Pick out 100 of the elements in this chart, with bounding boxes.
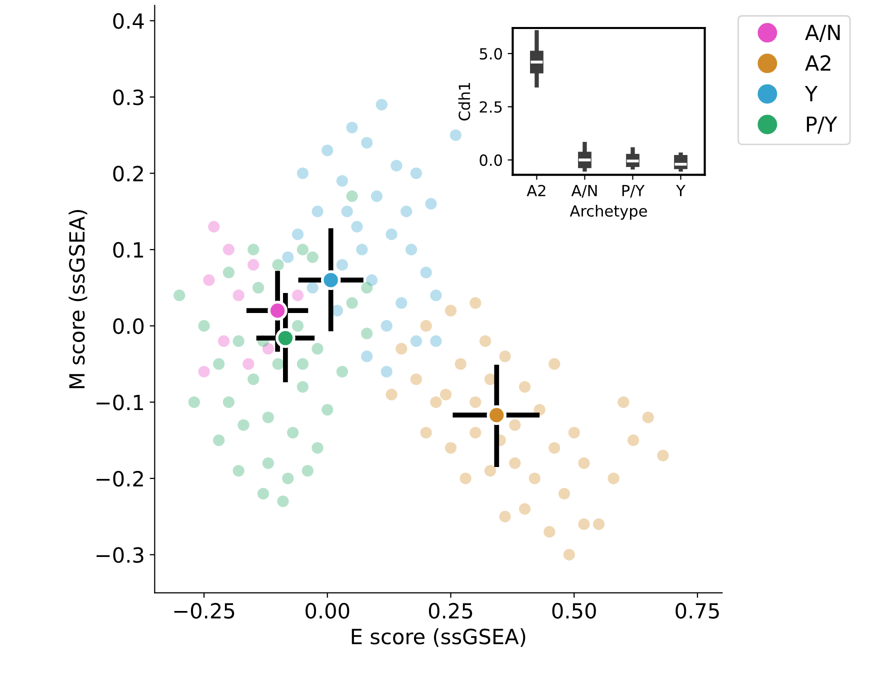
point — [292, 228, 304, 240]
point — [400, 206, 412, 218]
point — [292, 290, 304, 302]
point — [390, 160, 402, 172]
point — [479, 335, 492, 347]
point — [470, 396, 482, 408]
point — [361, 282, 373, 294]
point — [454, 358, 466, 370]
y-axis-title: M score (ssGSEA) — [68, 210, 88, 388]
x-tick-label: 0.25 — [428, 602, 472, 619]
point — [296, 358, 309, 370]
point — [420, 320, 432, 332]
point — [470, 297, 482, 309]
point — [657, 450, 669, 462]
point — [222, 244, 235, 256]
point — [277, 495, 289, 508]
point — [405, 244, 418, 256]
point — [346, 190, 358, 202]
point — [420, 266, 432, 278]
y-tick-label: 0.2 — [113, 166, 143, 182]
point — [548, 358, 560, 370]
point — [444, 304, 457, 316]
point — [568, 426, 580, 438]
point — [618, 396, 630, 408]
point — [470, 426, 482, 438]
point — [499, 510, 511, 522]
point — [450, 129, 462, 141]
point — [484, 464, 496, 477]
point — [222, 266, 235, 278]
point — [252, 282, 264, 294]
x-tick-label: A/N — [571, 185, 597, 198]
point — [282, 251, 294, 264]
point — [302, 464, 314, 477]
point — [628, 434, 640, 446]
y-tick-label: −0.3 — [96, 547, 144, 563]
x-tick-label: −0.25 — [174, 602, 234, 619]
point — [361, 136, 373, 149]
x-tick-label: 0.00 — [306, 602, 350, 619]
point — [410, 335, 422, 347]
point — [430, 335, 442, 347]
y-tick-label: 0.4 — [113, 13, 144, 29]
point — [509, 457, 521, 469]
x-tick-label: Y — [676, 185, 686, 196]
point — [198, 320, 210, 332]
point — [460, 472, 472, 484]
point — [410, 167, 422, 180]
point — [361, 350, 373, 362]
point — [346, 297, 358, 309]
point — [410, 373, 422, 386]
point — [341, 206, 353, 218]
point — [386, 228, 398, 240]
legend-label: A2 — [805, 55, 830, 71]
y-tick-label: 0.0 — [480, 154, 502, 166]
point — [563, 548, 575, 561]
x-axis-title: Archetype — [570, 204, 647, 220]
point — [287, 426, 299, 438]
point — [312, 206, 324, 218]
point — [282, 472, 294, 484]
point — [518, 503, 531, 515]
point — [232, 290, 244, 302]
point — [558, 488, 570, 500]
point — [380, 366, 392, 378]
point — [444, 442, 457, 454]
x-tick-label: 0.50 — [552, 602, 596, 619]
point — [361, 328, 373, 340]
point — [312, 342, 324, 355]
point — [608, 472, 620, 484]
point — [440, 388, 452, 400]
point — [242, 358, 254, 370]
point — [248, 244, 260, 256]
point — [528, 472, 540, 484]
point — [592, 518, 605, 530]
point — [518, 381, 531, 393]
point — [257, 488, 270, 500]
point — [322, 144, 334, 156]
y-tick-label: −0.1 — [96, 394, 144, 410]
point — [642, 412, 654, 424]
point — [218, 335, 230, 347]
point — [272, 259, 284, 271]
y-tick-label: 0.1 — [113, 242, 144, 258]
point — [544, 526, 556, 538]
x-tick-label: P/Y — [622, 185, 645, 198]
point — [203, 274, 215, 286]
legend-label: P/Y — [806, 116, 838, 134]
point — [425, 198, 437, 210]
point — [499, 350, 511, 362]
point — [188, 396, 200, 408]
x-tick-label: 0.75 — [676, 602, 719, 619]
point — [213, 358, 225, 370]
point — [336, 259, 348, 271]
y-tick-label: 0.3 — [113, 89, 144, 106]
x-axis-title: E score (ssGSEA) — [352, 628, 526, 647]
point — [322, 404, 334, 416]
point — [312, 442, 324, 454]
legend-label: A/N — [805, 24, 840, 42]
point — [272, 358, 284, 370]
y-tick-label: −0.2 — [96, 470, 143, 487]
point — [306, 282, 318, 294]
point — [356, 244, 368, 256]
point — [351, 220, 363, 232]
